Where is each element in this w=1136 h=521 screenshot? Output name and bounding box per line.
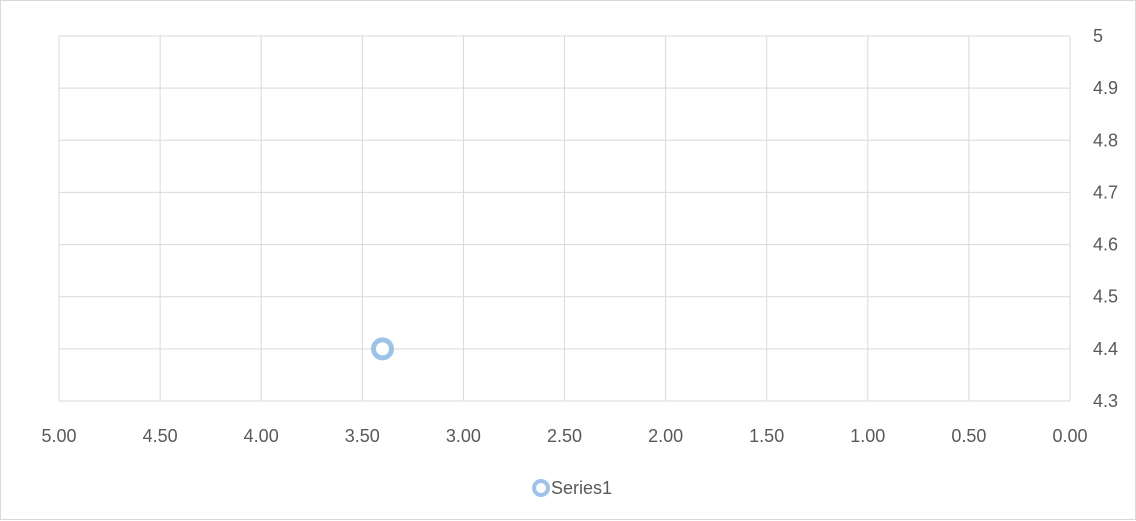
x-tick-label: 1.50 [749,426,784,446]
x-axis-tick-labels: 5.00 4.50 4.00 3.50 3.00 2.50 2.00 1.50 1.00 0.50… [41,426,1087,446]
grid-lines [58,35,1071,402]
x-tick-label: 4.00 [244,426,279,446]
y-axis-tick-labels: 4.3 4.4 4.5 4.6 4.7 4.8 4.9 5 [1093,26,1118,411]
y-tick-label: 4.7 [1093,182,1118,202]
x-tick-label: 0.00 [1052,426,1087,446]
y-tick-label: 5 [1093,26,1103,46]
x-tick-label: 2.50 [547,426,582,446]
x-tick-label: 4.50 [143,426,178,446]
y-tick-label: 4.6 [1093,235,1118,255]
data-point-marker [371,337,395,361]
x-tick-label: 0.50 [951,426,986,446]
data-point [371,337,395,361]
x-tick-label: 3.00 [446,426,481,446]
y-tick-label: 4.9 [1093,78,1118,98]
y-tick-label: 4.4 [1093,339,1118,359]
legend: Series1 [532,478,612,498]
y-tick-label: 4.5 [1093,287,1118,307]
x-tick-label: 2.00 [648,426,683,446]
x-tick-label: 5.00 [41,426,76,446]
x-tick-label: 3.50 [345,426,380,446]
x-tick-label: 1.00 [850,426,885,446]
legend-marker [532,479,550,497]
legend-label: Series1 [551,478,612,498]
y-tick-label: 4.8 [1093,130,1118,150]
data-points [371,337,395,361]
y-tick-label: 4.3 [1093,391,1118,411]
